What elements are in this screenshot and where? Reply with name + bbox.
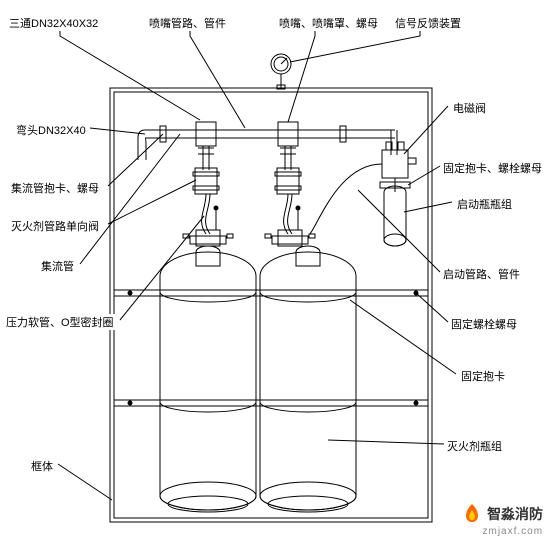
label-feedback-device: 信号反馈装置	[394, 15, 462, 31]
label-nozzle-cap: 喷嘴、喷嘴罩、螺母	[278, 15, 379, 31]
label-check-valve: 灭火剂管路单向阀	[10, 218, 100, 234]
label-start-pipe: 启动管路、管件	[442, 266, 521, 282]
label-start-cylinder: 启动瓶瓶组	[456, 196, 513, 212]
label-extinguisher-cylinder: 灭火剂瓶组	[446, 438, 503, 454]
label-elbow: 弯头DN32X40	[15, 122, 87, 138]
watermark-brand: 智淼消防	[487, 506, 543, 522]
watermark-logo: 智淼消防 zmjaxf.com	[460, 502, 543, 537]
label-hose-seal: 压力软管、O型密封圈	[5, 314, 115, 330]
label-tee: 三通DN32X40X32	[8, 15, 99, 31]
label-manifold: 集流管	[40, 258, 75, 274]
label-bolt-nut: 固定螺栓螺母	[450, 316, 518, 332]
label-clamp-bolt: 固定抱卡、螺栓螺母	[442, 160, 543, 176]
watermark-url: zmjaxf.com	[460, 526, 543, 537]
label-nozzle-pipe: 喷嘴管路、管件	[148, 15, 227, 31]
label-frame: 框体	[30, 458, 54, 474]
label-manifold-clamp: 集流管抱卡、螺母	[10, 180, 100, 196]
label-solenoid: 电磁阀	[452, 100, 487, 116]
label-fixed-clamp: 固定抱卡	[460, 368, 506, 384]
